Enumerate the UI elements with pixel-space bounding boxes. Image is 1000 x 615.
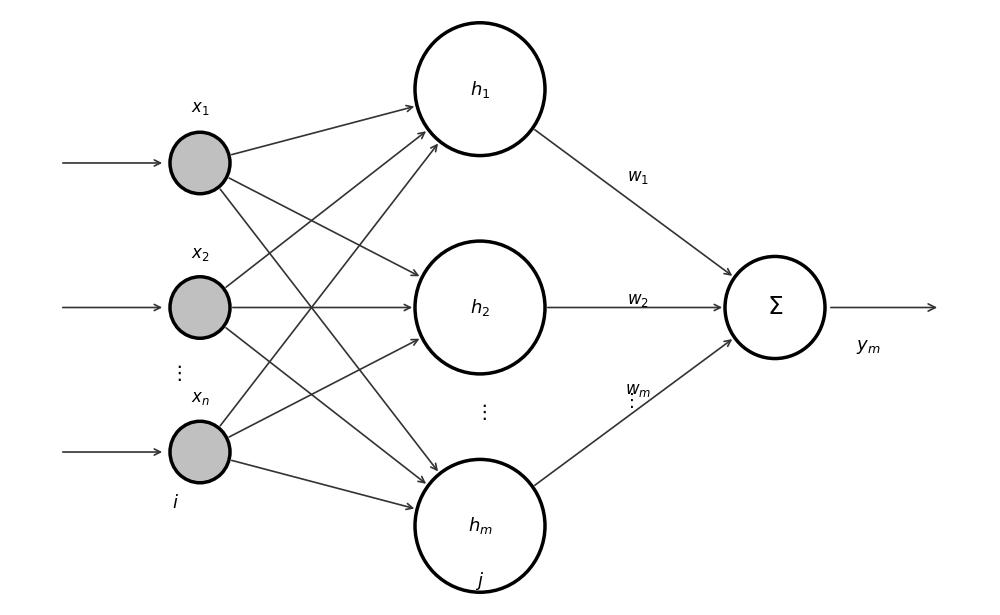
Text: $i$: $i$: [172, 494, 178, 512]
Ellipse shape: [170, 132, 230, 194]
Text: $y_m$: $y_m$: [856, 338, 880, 357]
Text: $x_n$: $x_n$: [191, 389, 209, 407]
Ellipse shape: [725, 256, 825, 359]
Text: $\vdots$: $\vdots$: [622, 392, 634, 410]
Text: $h_1$: $h_1$: [470, 79, 490, 100]
Text: $w_2$: $w_2$: [627, 291, 649, 309]
Text: $j$: $j$: [475, 570, 485, 592]
Ellipse shape: [170, 277, 230, 338]
Text: $x_2$: $x_2$: [191, 245, 209, 263]
Text: $x_1$: $x_1$: [191, 99, 209, 117]
Ellipse shape: [170, 421, 230, 483]
Text: $h_2$: $h_2$: [470, 297, 490, 318]
Text: $w_m$: $w_m$: [625, 381, 651, 399]
Ellipse shape: [415, 459, 545, 592]
Text: $\vdots$: $\vdots$: [474, 402, 486, 422]
Text: $\vdots$: $\vdots$: [169, 363, 181, 383]
Ellipse shape: [415, 241, 545, 374]
Text: $w_1$: $w_1$: [627, 168, 649, 186]
Ellipse shape: [415, 23, 545, 156]
Text: $h_m$: $h_m$: [468, 515, 492, 536]
Text: $\Sigma$: $\Sigma$: [767, 295, 783, 320]
